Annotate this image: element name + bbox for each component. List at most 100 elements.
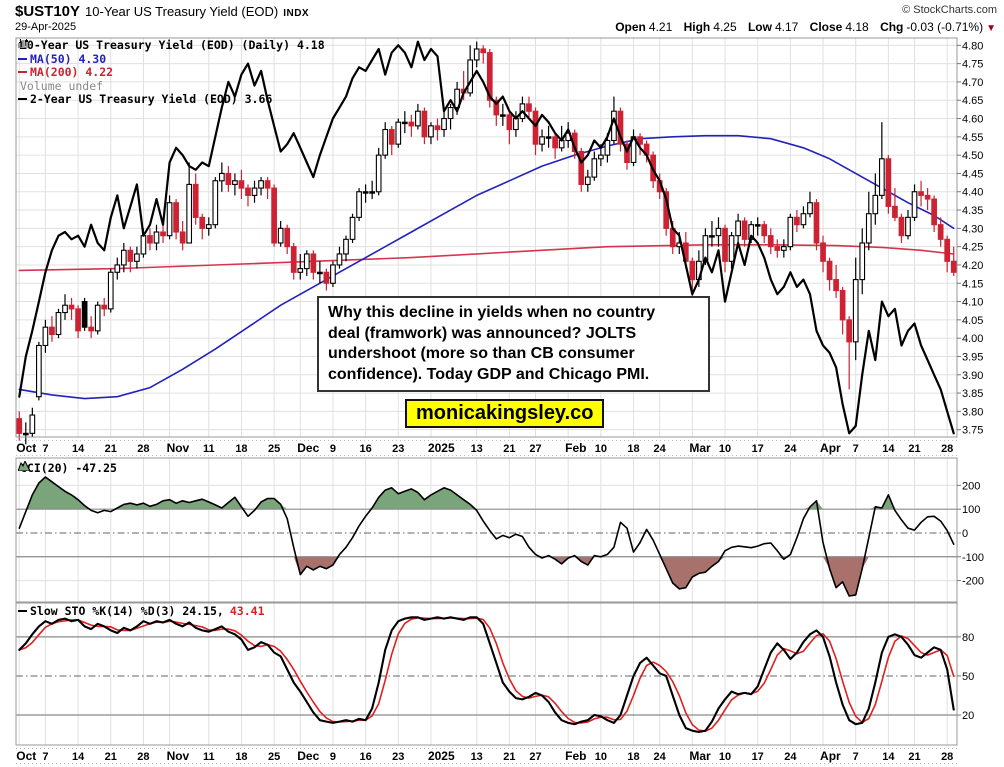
svg-text:4.75: 4.75 xyxy=(962,59,983,71)
legend-volume-row: Volume undef xyxy=(18,40,325,94)
legend-2year-label: 2-Year US Treasury Yield (EOD) 3.66 xyxy=(30,92,273,106)
main-legend: 10-Year US Treasury Yield (EOD) (Daily) … xyxy=(18,38,325,107)
svg-text:Apr: Apr xyxy=(820,749,841,763)
svg-text:23: 23 xyxy=(392,751,404,763)
ma200-line-icon xyxy=(18,71,27,73)
svg-text:11: 11 xyxy=(203,443,215,455)
svg-text:11: 11 xyxy=(203,751,215,763)
svg-text:27: 27 xyxy=(529,443,541,455)
low-label: Low xyxy=(747,20,772,34)
svg-text:13: 13 xyxy=(471,751,483,763)
stochastic-panel: 80 50 20 xyxy=(15,602,974,746)
chg-label: Chg xyxy=(880,20,904,34)
svg-text:4.25: 4.25 xyxy=(962,242,983,254)
svg-text:4.10: 4.10 xyxy=(962,297,983,309)
svg-text:4.30: 4.30 xyxy=(962,223,983,235)
svg-text:25: 25 xyxy=(268,443,280,455)
svg-text:3.90: 3.90 xyxy=(962,370,983,382)
svg-text:Oct: Oct xyxy=(16,441,36,455)
svg-text:10: 10 xyxy=(595,443,607,455)
svg-text:Apr: Apr xyxy=(820,441,841,455)
svg-text:16: 16 xyxy=(359,443,371,455)
svg-text:7: 7 xyxy=(853,751,859,763)
svg-text:Mar: Mar xyxy=(689,441,711,455)
sto-legend-label: Slow STO %K(14) %D(3) 24.15, xyxy=(30,604,224,618)
svg-text:18: 18 xyxy=(235,751,247,763)
legend-2year-row: 2-Year US Treasury Yield (EOD) 3.66 xyxy=(18,92,325,107)
sto-k-line-icon xyxy=(18,610,27,612)
svg-text:Nov: Nov xyxy=(167,749,190,763)
cci-legend-label: CCI(20) -47.25 xyxy=(20,461,117,475)
svg-text:4.50: 4.50 xyxy=(962,150,983,162)
svg-text:80: 80 xyxy=(962,632,974,644)
svg-text:14: 14 xyxy=(72,751,85,763)
svg-text:Oct: Oct xyxy=(16,749,36,763)
svg-text:28: 28 xyxy=(941,443,953,455)
svg-text:21: 21 xyxy=(105,443,117,455)
svg-text:Feb: Feb xyxy=(565,749,586,763)
svg-text:27: 27 xyxy=(529,751,541,763)
svg-text:7: 7 xyxy=(853,443,859,455)
svg-text:4.80: 4.80 xyxy=(962,40,983,52)
legend-ma200-row: MA(200) 4.22 xyxy=(18,65,325,80)
svg-text:21: 21 xyxy=(503,751,515,763)
svg-text:10: 10 xyxy=(595,751,607,763)
svg-text:23: 23 xyxy=(392,443,404,455)
legend-ma50-label: MA(50) 4.30 xyxy=(30,51,107,66)
copyright: © StockCharts.com xyxy=(902,4,997,16)
low-value: 4.17 xyxy=(774,20,799,34)
svg-text:4.45: 4.45 xyxy=(962,168,983,180)
ma50-line-icon xyxy=(18,57,27,60)
svg-text:2025: 2025 xyxy=(428,441,455,455)
svg-text:9: 9 xyxy=(330,443,336,455)
svg-text:-200: -200 xyxy=(962,576,984,588)
svg-text:18: 18 xyxy=(235,443,247,455)
svg-text:24: 24 xyxy=(654,751,667,763)
svg-text:-100: -100 xyxy=(962,552,984,564)
svg-text:25: 25 xyxy=(268,751,280,763)
svg-text:3.75: 3.75 xyxy=(962,425,983,437)
svg-text:4.55: 4.55 xyxy=(962,132,983,144)
two-year-line-icon xyxy=(18,98,27,100)
svg-text:9: 9 xyxy=(330,751,336,763)
cci-legend: CCI(20) -47.25 xyxy=(18,461,117,475)
svg-text:4.05: 4.05 xyxy=(962,315,983,327)
svg-text:10: 10 xyxy=(719,443,731,455)
svg-text:4.00: 4.00 xyxy=(962,333,983,345)
annotation-box: Why this decline in yields when no count… xyxy=(317,296,710,392)
svg-text:16: 16 xyxy=(359,751,371,763)
svg-text:4.70: 4.70 xyxy=(962,77,983,89)
svg-text:18: 18 xyxy=(627,751,639,763)
x-axis-labels: Oct 7 14 21 28 Nov 11 18 25 Dec 9 16 23 2025 13 21 27 Feb… xyxy=(16,440,957,764)
quote-bar: Open 4.21 High 4.25 Low 4.17 Close 4.18 Chg -… xyxy=(607,20,996,34)
svg-text:21: 21 xyxy=(908,751,920,763)
high-label: High xyxy=(683,20,711,34)
svg-text:Dec: Dec xyxy=(297,749,319,763)
svg-text:4.35: 4.35 xyxy=(962,205,983,217)
svg-text:21: 21 xyxy=(908,443,920,455)
svg-text:4.65: 4.65 xyxy=(962,95,983,107)
svg-text:17: 17 xyxy=(752,751,764,763)
close-value: 4.18 xyxy=(845,20,869,34)
sto-d-value: 43.41 xyxy=(229,604,265,618)
cci-panel: 200 100 0 -100 -200 xyxy=(15,457,984,603)
stochastic-legend: Slow STO %K(14) %D(3) 24.15, 43.41 xyxy=(18,604,265,618)
svg-text:24: 24 xyxy=(784,751,797,763)
svg-text:Mar: Mar xyxy=(689,749,711,763)
legend-ma50-row: MA(50) 4.30 xyxy=(18,51,325,67)
svg-text:24: 24 xyxy=(654,443,667,455)
chg-value: -0.03 (-0.71%) xyxy=(906,20,984,34)
svg-text:Nov: Nov xyxy=(167,441,190,455)
svg-text:14: 14 xyxy=(72,443,85,455)
legend-price-row: 10-Year US Treasury Yield (EOD) (Daily) … xyxy=(18,38,325,53)
svg-text:4.15: 4.15 xyxy=(962,278,983,290)
svg-text:28: 28 xyxy=(137,751,149,763)
svg-text:24: 24 xyxy=(784,443,797,455)
svg-text:4.20: 4.20 xyxy=(962,260,983,272)
svg-text:7: 7 xyxy=(42,443,48,455)
svg-text:14: 14 xyxy=(882,443,895,455)
svg-text:20: 20 xyxy=(962,710,974,722)
svg-text:10: 10 xyxy=(719,751,731,763)
